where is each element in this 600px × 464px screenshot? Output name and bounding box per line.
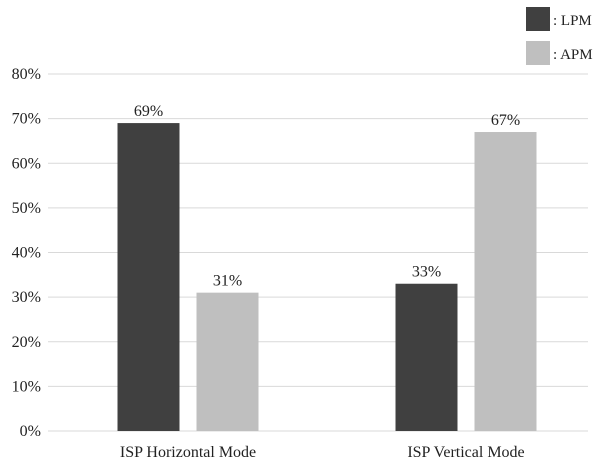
bar (395, 283, 458, 431)
data-labels: 69% 31% 33% 67% (134, 103, 520, 290)
legend-swatch (526, 41, 550, 65)
bar (117, 123, 180, 432)
y-tick-label: 20% (12, 334, 41, 351)
legend-label: : LPM (553, 13, 592, 29)
y-tick-label: 80% (12, 66, 41, 83)
y-tick-label: 70% (12, 111, 41, 128)
legend-swatch (526, 7, 550, 31)
y-tick-label: 0% (20, 423, 41, 440)
data-label: 69% (134, 103, 163, 120)
data-label: 33% (412, 264, 441, 281)
data-label: 67% (491, 112, 520, 129)
data-label: 31% (213, 273, 242, 290)
y-tick-label: 50% (12, 200, 41, 217)
legend: : LPM : APM (526, 7, 593, 65)
x-category-label: ISP Horizontal Mode (120, 444, 256, 461)
y-tick-label: 40% (12, 245, 41, 262)
x-axis-category-labels: ISP Horizontal Mode ISP Vertical Mode (120, 444, 525, 461)
bars (117, 123, 537, 432)
x-category-label: ISP Vertical Mode (407, 444, 524, 461)
bar (196, 292, 259, 431)
y-tick-label: 10% (12, 378, 41, 395)
bar (474, 132, 537, 431)
legend-label: : APM (553, 47, 593, 63)
y-axis-tick-labels: 0% 10% 20% 30% 40% 50% 60% 70% 80% (12, 66, 41, 440)
y-tick-label: 60% (12, 155, 41, 172)
y-tick-label: 30% (12, 289, 41, 306)
